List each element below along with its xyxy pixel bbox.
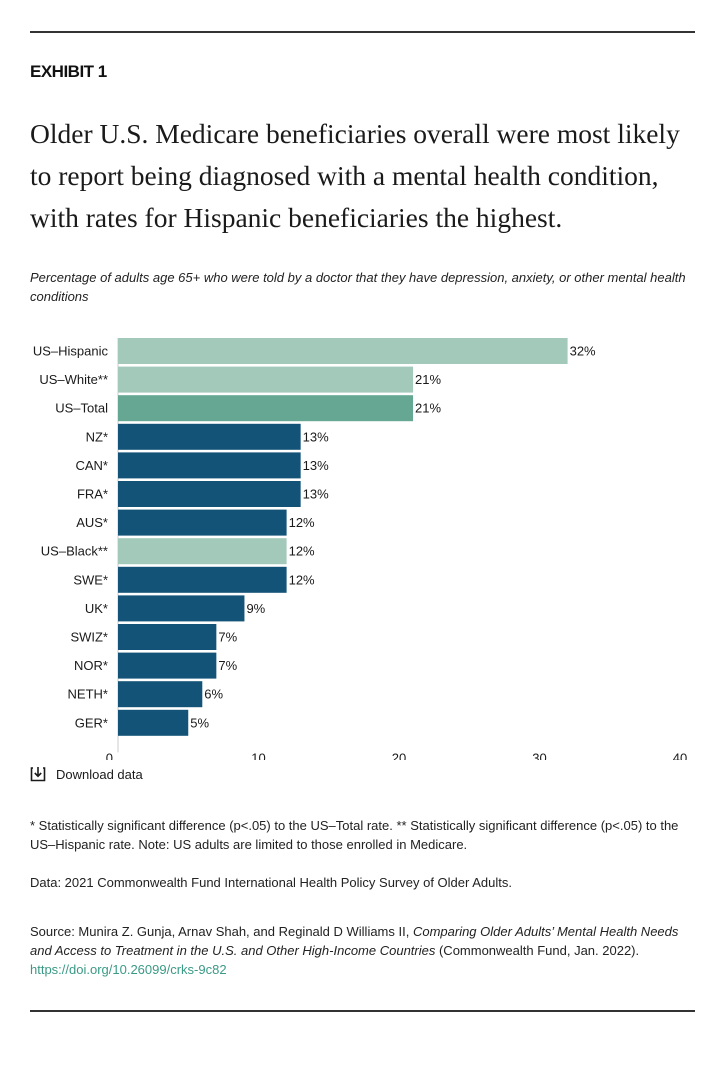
x-tick-label-0: 0 [106, 750, 113, 760]
value-label-11: 7% [218, 658, 237, 673]
bar-10 [118, 624, 217, 650]
x-tick-label-4: 40 [673, 750, 687, 760]
value-label-6: 12% [289, 515, 315, 530]
download-icon [30, 767, 46, 782]
bar-11 [118, 652, 217, 679]
source-suffix: (Commonwealth Fund, Jan. 2022). [435, 943, 640, 958]
bottom-rule [30, 1010, 695, 1012]
x-tick-label-1: 10 [251, 750, 265, 760]
bar-7 [118, 538, 287, 565]
data-source: Data: 2021 Commonwealth Fund Internation… [30, 875, 512, 890]
category-label-11: NOR* [74, 658, 108, 673]
bar-12 [118, 681, 203, 708]
value-label-2: 21% [415, 401, 441, 416]
bar-chart: US–Hispanic 32% US–White** 21% US–Total 21% NZ… [33, 338, 687, 760]
bar-13 [118, 709, 189, 736]
bar-9 [118, 595, 245, 622]
category-label-1: US–White** [39, 372, 108, 387]
value-label-0: 32% [570, 344, 596, 359]
chart-title: Older U.S. Medicare beneficiaries overal… [30, 118, 680, 233]
value-label-4: 13% [303, 458, 329, 473]
download-data-label: Download data [56, 766, 143, 782]
bar-2 [118, 395, 414, 422]
category-label-6: AUS* [76, 515, 108, 530]
value-label-3: 13% [303, 429, 329, 444]
value-label-1: 21% [415, 372, 441, 387]
category-label-3: NZ* [86, 429, 108, 444]
top-rule [30, 31, 695, 33]
value-label-13: 5% [190, 715, 209, 730]
value-label-5: 13% [303, 487, 329, 502]
doi-link[interactable]: https://doi.org/10.26099/crks-9c82 [30, 962, 227, 977]
footnotes: * Statistically significant difference (… [30, 818, 679, 852]
source-title: Comparing Older Adults’ Mental Health Ne… [30, 924, 679, 958]
bar-4 [118, 452, 301, 479]
source-prefix: Source: Munira Z. Gunja, Arnav Shah, and… [30, 924, 413, 939]
bar-3 [118, 423, 301, 450]
category-label-8: SWE* [73, 572, 108, 587]
chart-subtitle: Percentage of adults age 65+ who were to… [30, 270, 686, 304]
category-label-13: GER* [75, 715, 108, 730]
category-label-0: US–Hispanic [33, 344, 109, 359]
category-label-4: CAN* [75, 458, 108, 473]
value-label-10: 7% [218, 630, 237, 645]
bar-8 [118, 566, 287, 593]
value-label-9: 9% [246, 601, 265, 616]
category-label-2: US–Total [55, 401, 108, 416]
category-label-12: NETH* [68, 687, 108, 702]
bar-6 [118, 509, 287, 536]
x-tick-label-3: 30 [532, 750, 546, 760]
bar-5 [118, 481, 301, 507]
value-label-7: 12% [289, 544, 315, 559]
bar-1 [118, 366, 414, 393]
x-tick-label-2: 20 [392, 750, 406, 760]
category-label-9: UK* [85, 601, 108, 616]
category-label-10: SWIZ* [70, 630, 108, 645]
category-label-5: FRA* [77, 487, 108, 502]
exhibit-label: EXHIBIT 1 [30, 62, 107, 81]
download-data-button[interactable]: Download data [30, 766, 143, 782]
value-label-8: 12% [289, 572, 315, 587]
source-citation: Source: Munira Z. Gunja, Arnav Shah, and… [30, 922, 695, 979]
bar-0 [118, 338, 568, 364]
category-label-7: US–Black** [41, 544, 108, 559]
value-label-12: 6% [204, 687, 223, 702]
